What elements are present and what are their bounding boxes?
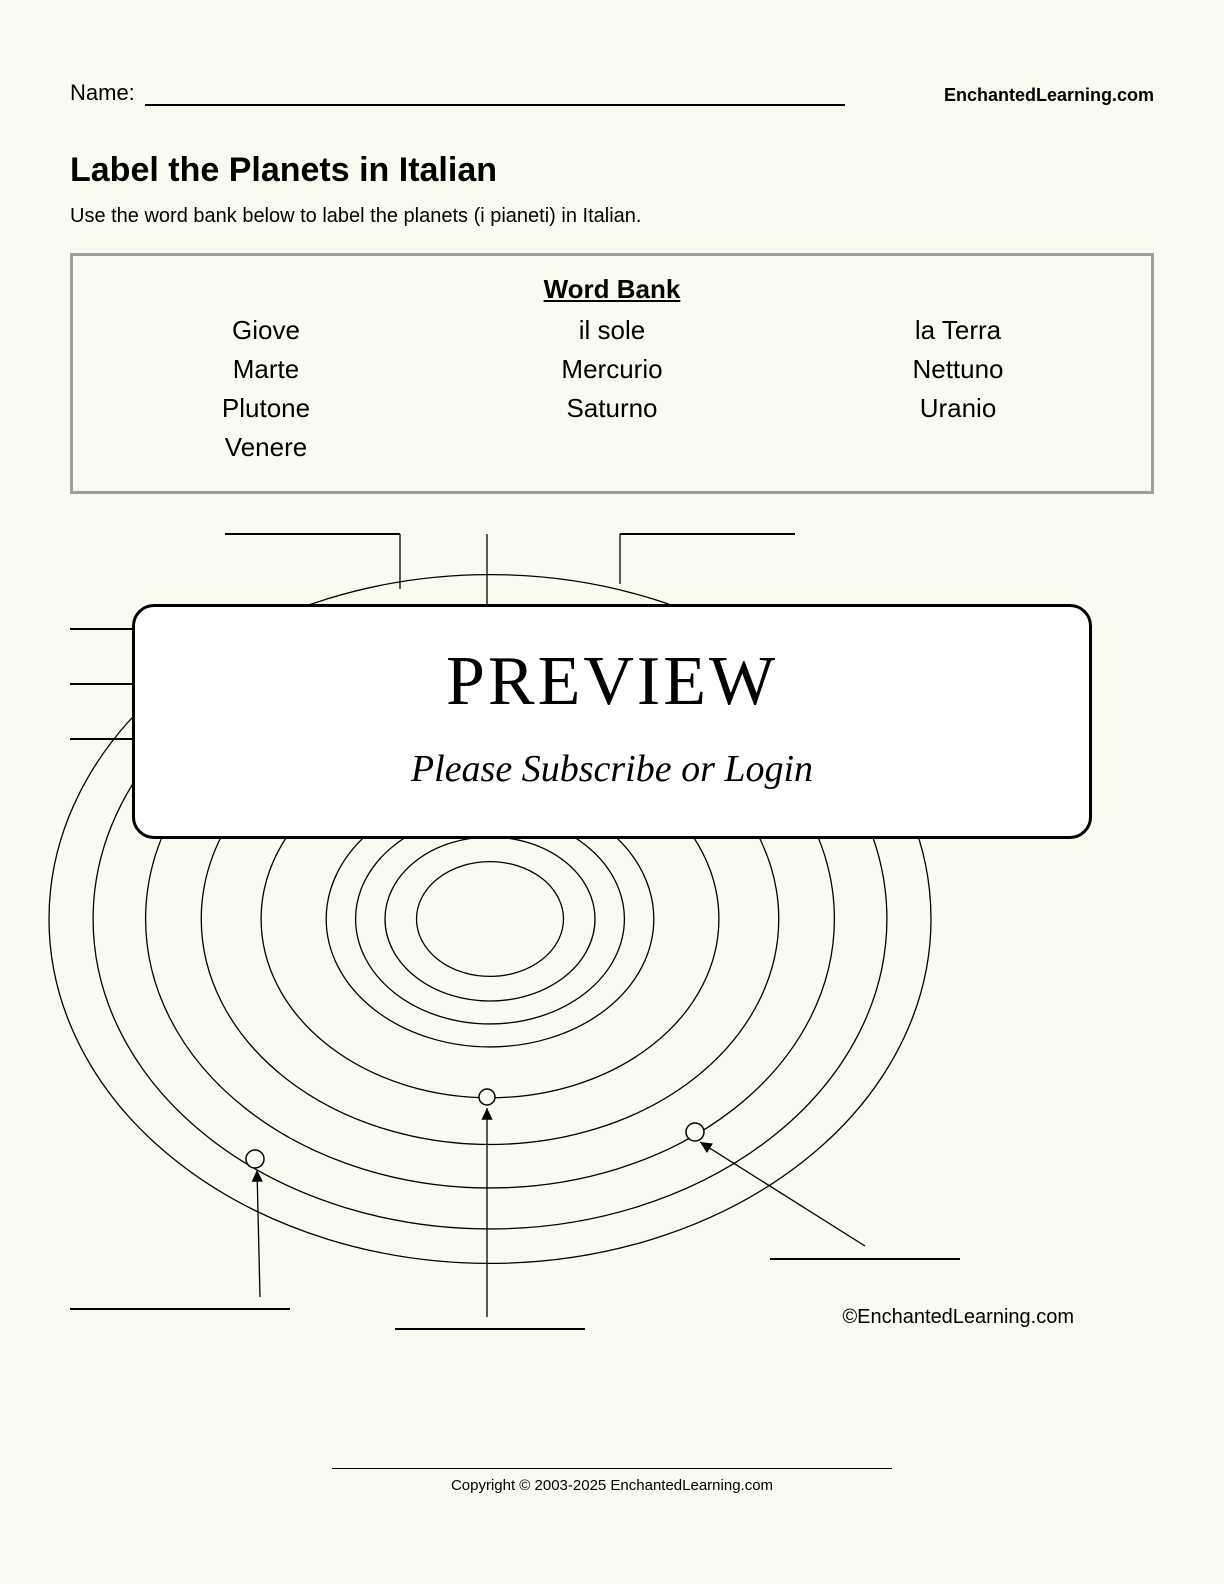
word-bank-title: Word Bank (103, 274, 1121, 305)
preview-subtitle: Please Subscribe or Login (135, 747, 1089, 791)
preview-overlay: PREVIEW Please Subscribe or Login (132, 604, 1092, 839)
word-bank-word: Nettuno (795, 354, 1121, 385)
word-bank: Word Bank Giove il sole la Terra Marte M… (70, 253, 1154, 494)
page-footer: Copyright © 2003-2025 EnchantedLearning.… (0, 1468, 1224, 1494)
diagram-credit: ©EnchantedLearning.com (842, 1306, 1074, 1329)
name-input-line[interactable] (145, 82, 845, 106)
preview-title: PREVIEW (135, 642, 1089, 722)
word-bank-word: il sole (449, 315, 775, 346)
word-bank-word (449, 432, 775, 463)
word-bank-word: Saturno (449, 393, 775, 424)
page-subtitle: Use the word bank below to label the pla… (70, 205, 1154, 228)
page-title: Label the Planets in Italian (70, 151, 1154, 190)
solar-system-diagram: PREVIEW Please Subscribe or Login ©Encha… (70, 514, 1154, 1364)
word-bank-word: la Terra (795, 315, 1121, 346)
name-label: Name: (70, 80, 135, 106)
word-bank-word: Giove (103, 315, 429, 346)
word-bank-word: Marte (103, 354, 429, 385)
word-bank-word: Mercurio (449, 354, 775, 385)
site-name-top: EnchantedLearning.com (944, 85, 1154, 106)
word-bank-word: Venere (103, 432, 429, 463)
copyright-text: Copyright © 2003-2025 EnchantedLearning.… (0, 1477, 1224, 1494)
word-bank-word: Plutone (103, 393, 429, 424)
word-bank-word: Uranio (795, 393, 1121, 424)
word-bank-word (795, 432, 1121, 463)
